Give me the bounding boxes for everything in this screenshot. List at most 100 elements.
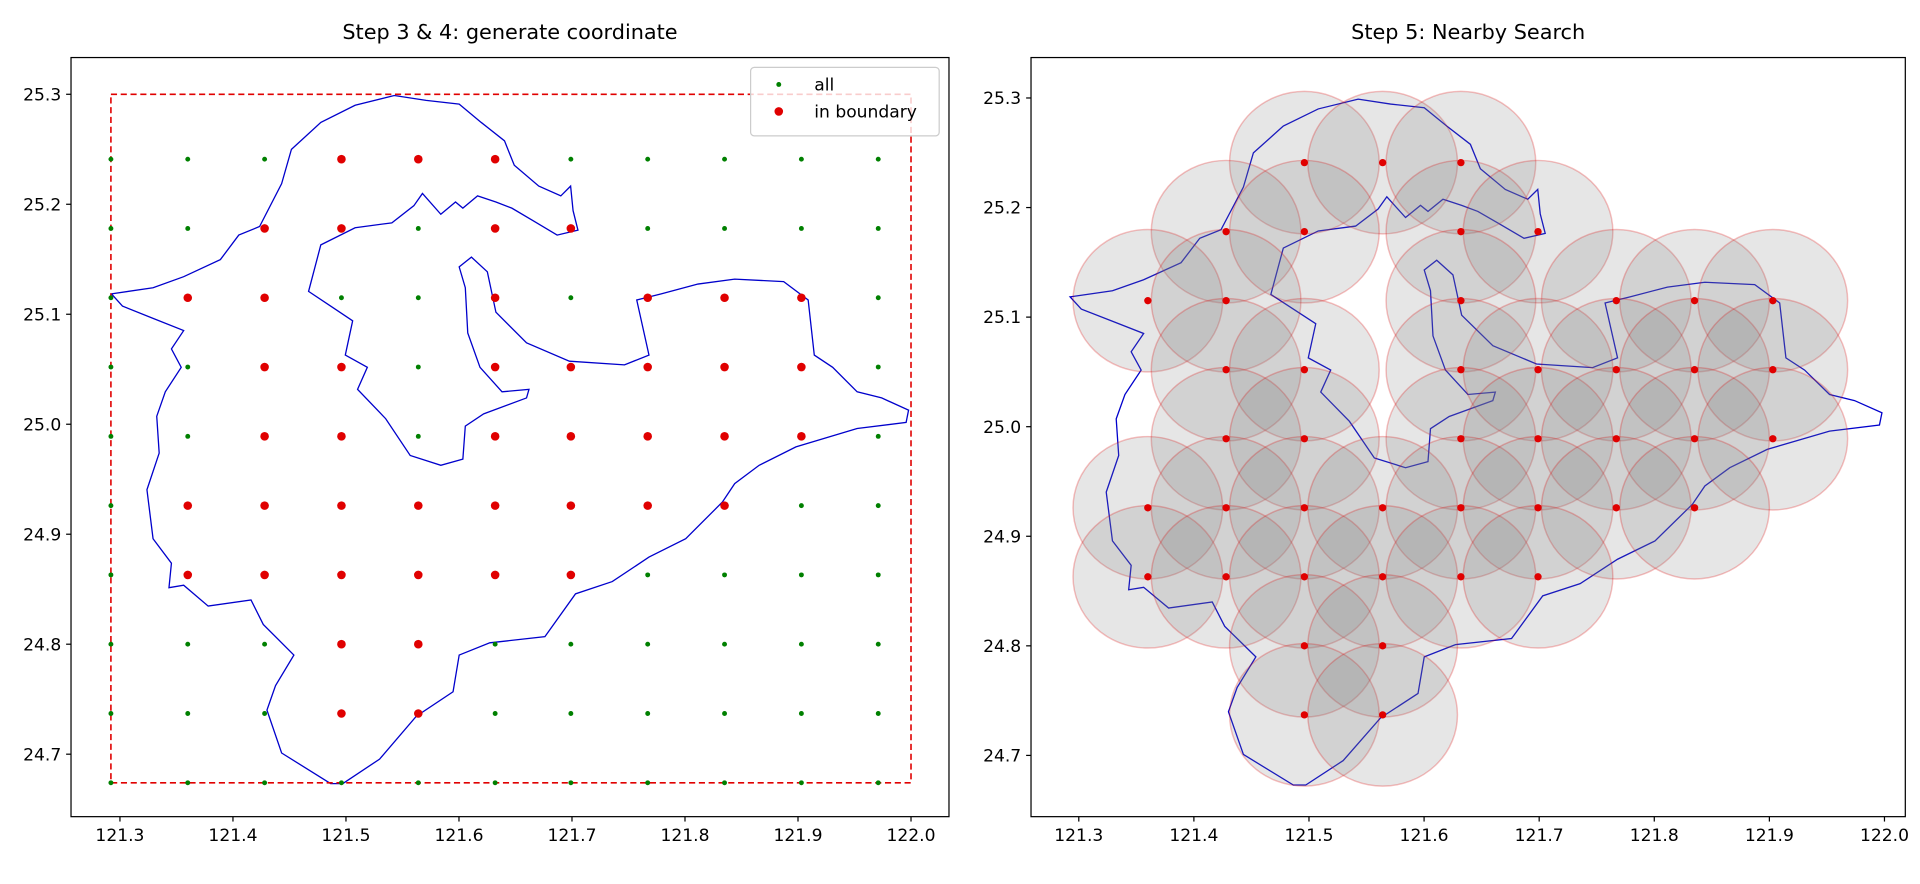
point [185, 711, 191, 716]
point [875, 572, 881, 578]
point [108, 711, 114, 716]
point [875, 780, 881, 786]
point [415, 780, 421, 786]
y-tick-label: 25.1 [23, 305, 61, 325]
x-tick-label: 121.7 [547, 826, 596, 846]
point [260, 362, 269, 372]
point [414, 639, 423, 649]
point [260, 432, 269, 441]
point [1534, 504, 1542, 512]
y-tick-label: 25.0 [983, 418, 1021, 438]
point [262, 641, 268, 647]
point [798, 156, 804, 162]
legend-marker [776, 82, 782, 87]
y-tick-label: 24.8 [23, 635, 61, 655]
x-tick-label: 121.5 [321, 826, 370, 846]
point [262, 711, 268, 716]
point [1457, 227, 1465, 236]
point [798, 503, 804, 509]
point [1222, 227, 1230, 236]
point [415, 295, 421, 301]
point [260, 570, 269, 580]
point [1534, 573, 1542, 581]
point [108, 433, 114, 439]
y-tick-label: 24.8 [983, 637, 1021, 657]
point [1300, 435, 1309, 443]
x-tick-label: 121.3 [1054, 826, 1103, 846]
point [338, 295, 344, 301]
axes-frame [1030, 56, 1906, 818]
point [566, 362, 576, 372]
point [1690, 297, 1699, 305]
point [1690, 504, 1699, 512]
point [1222, 366, 1230, 374]
point [260, 224, 269, 233]
x-tick-label: 122.0 [886, 826, 935, 846]
point [797, 362, 806, 372]
x-tick-label: 121.3 [95, 826, 144, 846]
point [1769, 366, 1777, 374]
point [338, 780, 344, 786]
x-tick-label: 121.7 [1515, 826, 1564, 846]
x-tick-label: 121.4 [1169, 826, 1218, 846]
point [1612, 366, 1620, 374]
legend-marker [774, 107, 784, 116]
point [1378, 504, 1387, 512]
point [797, 293, 806, 303]
point [1300, 227, 1309, 236]
x-tick-label: 121.9 [773, 826, 822, 846]
point [1300, 504, 1309, 512]
y-tick-label: 24.9 [23, 525, 61, 545]
point [1612, 504, 1620, 512]
point [337, 154, 346, 164]
point [1612, 297, 1620, 305]
point [183, 293, 193, 303]
point [798, 780, 804, 786]
point [645, 226, 651, 231]
point [1300, 158, 1309, 167]
boundary-outline [111, 96, 908, 784]
point [722, 572, 727, 578]
y-tick-label: 25.1 [983, 308, 1021, 328]
x-tick-label: 121.6 [434, 826, 483, 846]
point [1144, 297, 1152, 305]
point [568, 711, 574, 716]
point [337, 639, 346, 649]
y-tick-label: 24.9 [983, 527, 1021, 547]
point [414, 709, 423, 718]
y-tick-label: 25.3 [23, 85, 61, 105]
point [262, 156, 268, 162]
point [722, 780, 727, 786]
legend-text: all [814, 76, 834, 96]
point [875, 641, 881, 647]
point [492, 780, 498, 786]
point [720, 293, 729, 303]
point [490, 501, 500, 510]
point [720, 501, 729, 510]
point [875, 156, 881, 162]
y-tick-label: 25.2 [983, 199, 1021, 219]
point [875, 295, 881, 301]
point [1690, 435, 1699, 443]
y-tick-label: 25.0 [23, 415, 61, 435]
point [108, 295, 114, 301]
point [414, 570, 423, 580]
x-tick-label: 122.0 [1860, 826, 1909, 846]
point [108, 780, 114, 786]
point [492, 711, 498, 716]
point [262, 780, 268, 786]
point [185, 364, 191, 370]
point [568, 641, 574, 647]
point [490, 362, 500, 372]
point [722, 226, 727, 231]
point [1457, 297, 1465, 305]
x-tick-label: 121.4 [208, 826, 257, 846]
point [720, 362, 729, 372]
point [1457, 366, 1465, 374]
point [568, 295, 574, 301]
point [722, 641, 727, 647]
point [568, 156, 574, 162]
point [1300, 573, 1309, 581]
point [414, 154, 423, 164]
